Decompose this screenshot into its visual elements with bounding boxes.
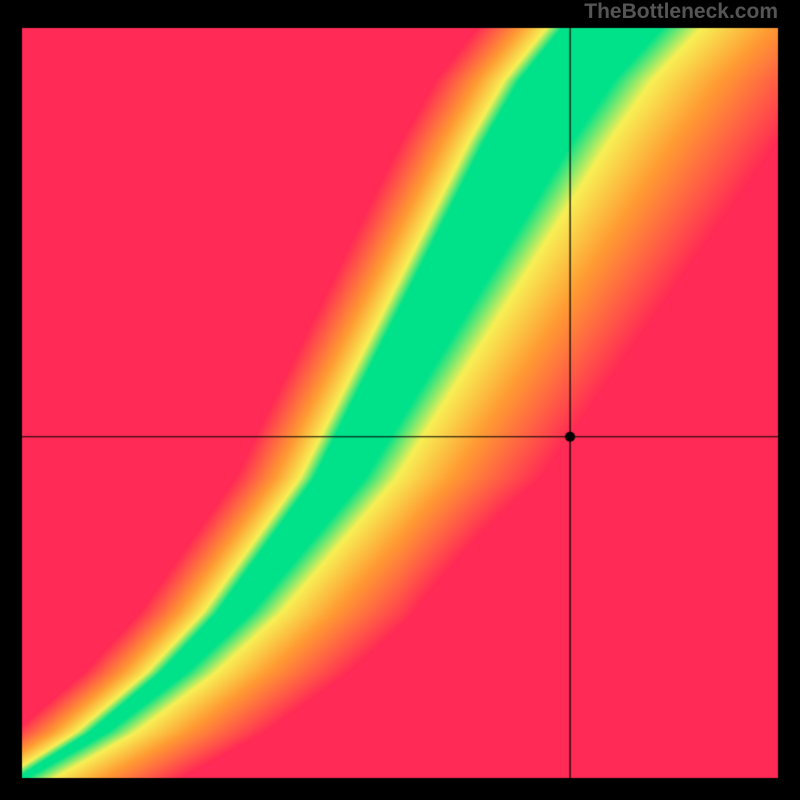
chart-container: TheBottleneck.com [0,0,800,800]
heatmap-canvas [0,0,800,800]
attribution-text: TheBottleneck.com [584,0,778,24]
